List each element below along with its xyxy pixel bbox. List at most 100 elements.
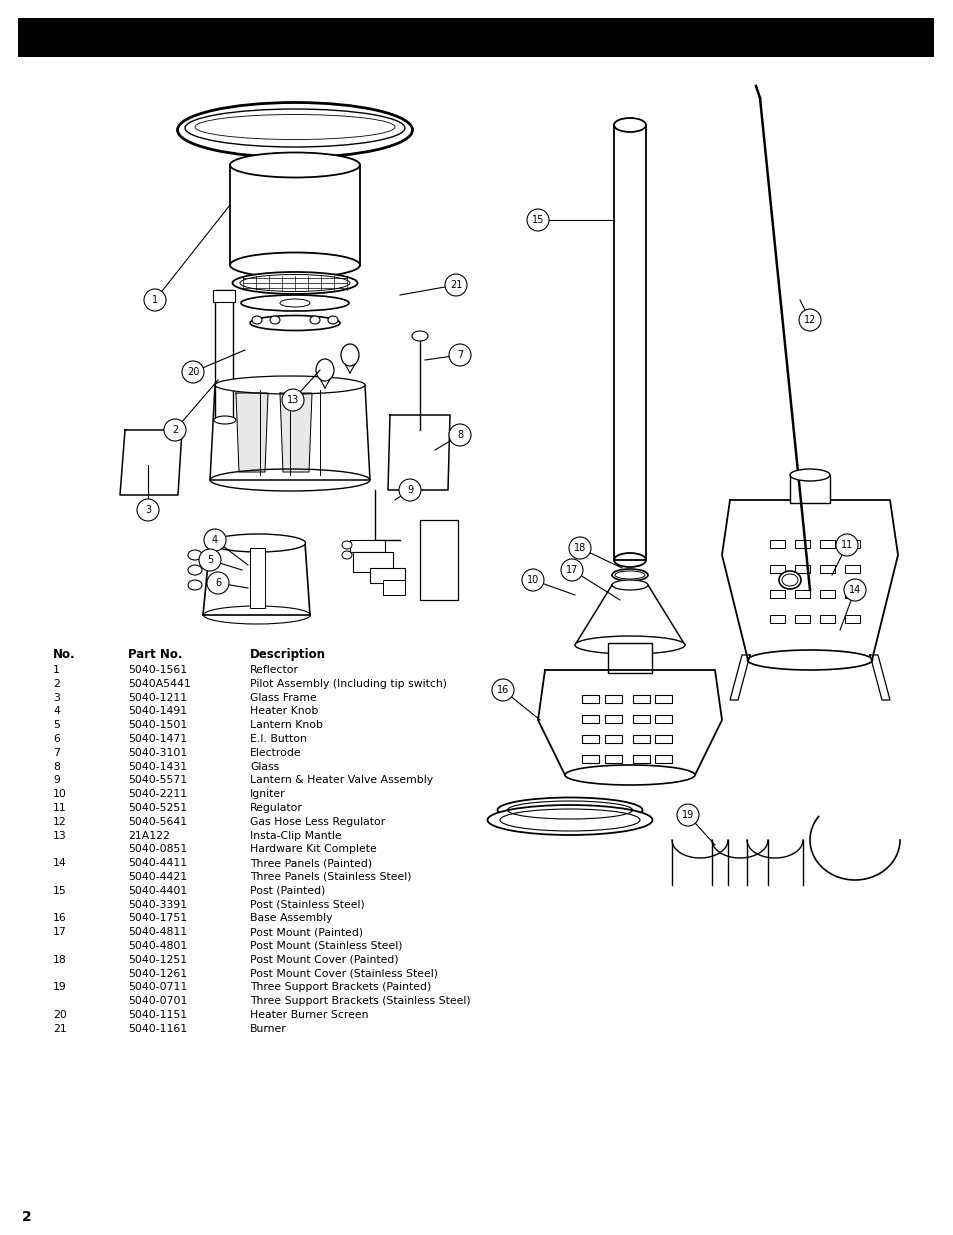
Bar (604, 755, 621, 763)
Text: 5040-3391: 5040-3391 (128, 899, 187, 910)
Polygon shape (210, 385, 370, 480)
Text: Heater Knob: Heater Knob (250, 706, 318, 716)
Text: 5040-1561: 5040-1561 (128, 664, 187, 676)
Text: Post Mount (Painted): Post Mount (Painted) (250, 927, 363, 937)
Text: 5040-1251: 5040-1251 (128, 955, 187, 965)
Bar (789, 475, 829, 503)
Ellipse shape (614, 119, 645, 132)
Ellipse shape (564, 764, 695, 785)
Bar (604, 715, 621, 722)
Circle shape (526, 209, 548, 231)
Ellipse shape (252, 316, 262, 324)
Text: E.I. Button: E.I. Button (250, 734, 307, 743)
Text: 10: 10 (53, 789, 67, 799)
Ellipse shape (412, 331, 428, 341)
Polygon shape (729, 655, 749, 700)
Text: 16: 16 (53, 914, 67, 924)
Polygon shape (203, 543, 310, 615)
Text: Pilot Assembly (Including tip switch): Pilot Assembly (Including tip switch) (250, 679, 447, 689)
Text: Post Mount (Stainless Steel): Post Mount (Stainless Steel) (250, 941, 402, 951)
Ellipse shape (612, 569, 647, 580)
Text: 5040-5641: 5040-5641 (128, 816, 187, 826)
Text: 5040-1751: 5040-1751 (128, 914, 187, 924)
Text: Lantern & Heater Valve Assembly: Lantern & Heater Valve Assembly (250, 776, 433, 785)
Text: Post (Stainless Steel): Post (Stainless Steel) (250, 899, 364, 910)
Ellipse shape (177, 103, 412, 158)
Text: Heater Burner Screen: Heater Burner Screen (250, 1010, 368, 1020)
Bar (604, 735, 621, 743)
Text: 18: 18 (574, 543, 585, 553)
Text: 1: 1 (53, 664, 60, 676)
Bar (419, 520, 457, 600)
Text: 18: 18 (53, 955, 67, 965)
Text: 7: 7 (456, 350, 462, 359)
Text: 5040-4801: 5040-4801 (128, 941, 187, 951)
Text: 12: 12 (803, 315, 816, 325)
Bar (614, 125, 645, 559)
Circle shape (282, 389, 304, 411)
Text: 19: 19 (53, 982, 67, 993)
Bar (769, 615, 784, 622)
Text: Regulator: Regulator (250, 803, 302, 813)
Ellipse shape (233, 272, 357, 294)
Circle shape (449, 424, 471, 446)
Ellipse shape (789, 469, 829, 480)
Ellipse shape (214, 375, 365, 394)
Circle shape (444, 274, 467, 296)
Bar (581, 735, 598, 743)
Bar (250, 548, 265, 608)
Ellipse shape (188, 580, 202, 590)
Text: 5040-3101: 5040-3101 (128, 748, 187, 758)
Ellipse shape (340, 345, 358, 366)
Text: 20: 20 (187, 367, 199, 377)
Text: 12: 12 (53, 816, 67, 826)
Text: Three Support Brackets (Painted): Three Support Brackets (Painted) (250, 982, 431, 993)
Bar (382, 580, 405, 595)
Circle shape (568, 537, 590, 559)
Text: 9: 9 (407, 485, 413, 495)
Ellipse shape (575, 636, 684, 655)
Text: 5040-0701: 5040-0701 (128, 997, 187, 1007)
Bar (655, 755, 671, 763)
Text: 5040A5441: 5040A5441 (128, 679, 191, 689)
Text: 2: 2 (172, 425, 178, 435)
Text: 3: 3 (53, 693, 60, 703)
Text: 11: 11 (53, 803, 67, 813)
Ellipse shape (188, 564, 202, 576)
Bar (214, 290, 233, 420)
Circle shape (677, 804, 699, 826)
Polygon shape (235, 393, 268, 472)
Text: Insta-Clip Mantle: Insta-Clip Mantle (250, 831, 341, 841)
Bar (633, 695, 649, 703)
Text: Three Panels (Painted): Three Panels (Painted) (250, 858, 372, 868)
Text: Electrode: Electrode (250, 748, 301, 758)
Text: 16: 16 (497, 685, 509, 695)
Text: 4: 4 (53, 706, 60, 716)
Text: 8: 8 (456, 430, 462, 440)
Ellipse shape (211, 534, 305, 552)
Text: 20: 20 (53, 1010, 67, 1020)
Text: Base Assembly: Base Assembly (250, 914, 333, 924)
Bar (820, 590, 834, 598)
Ellipse shape (612, 580, 647, 590)
Text: 19: 19 (681, 810, 694, 820)
Ellipse shape (250, 315, 339, 331)
Ellipse shape (328, 316, 337, 324)
Ellipse shape (310, 316, 319, 324)
Bar (844, 590, 859, 598)
Circle shape (182, 361, 204, 383)
Text: 13: 13 (287, 395, 299, 405)
Bar (820, 615, 834, 622)
Text: 10: 10 (526, 576, 538, 585)
Bar (353, 552, 393, 572)
Text: 15: 15 (531, 215, 543, 225)
Circle shape (449, 345, 471, 366)
Ellipse shape (341, 551, 352, 559)
Text: 21A122: 21A122 (128, 831, 170, 841)
Text: Hardware Kit Complete: Hardware Kit Complete (250, 845, 376, 855)
Circle shape (204, 529, 226, 551)
Ellipse shape (747, 650, 872, 671)
Bar (213, 290, 234, 303)
Text: 5040-1161: 5040-1161 (128, 1024, 187, 1034)
Polygon shape (537, 671, 721, 776)
